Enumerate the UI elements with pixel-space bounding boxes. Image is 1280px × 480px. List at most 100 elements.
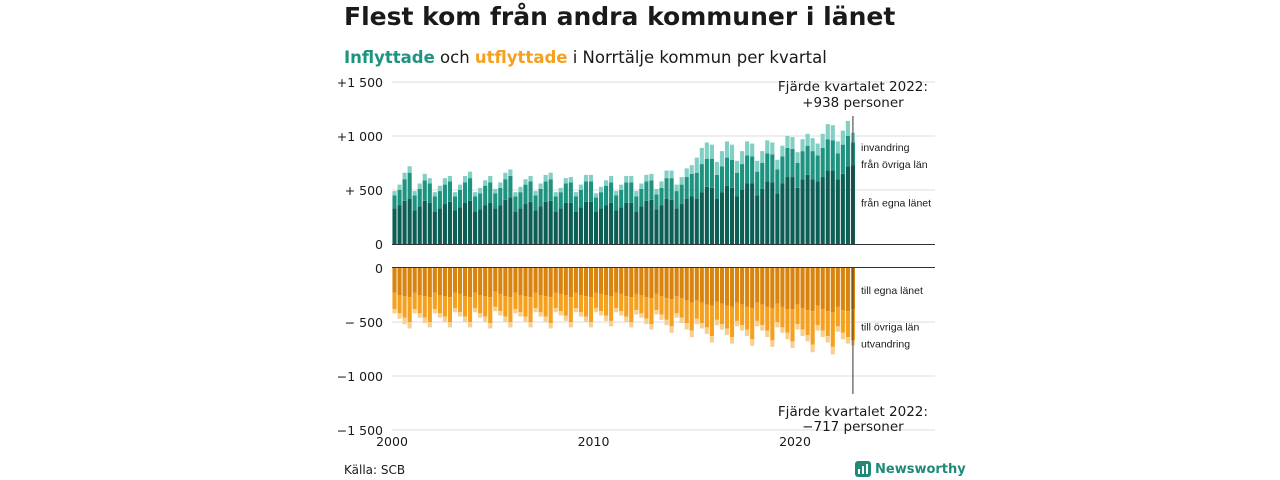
bar-out-emigration [674,313,679,318]
bar-out-own-county [417,268,422,295]
brand-name: Newsworthy [875,461,966,477]
bar-out-emigration [780,327,785,333]
bar-in-other-county [624,182,629,203]
bar-out-other-county [664,298,669,320]
bar-out-other-county [478,295,483,314]
bar-out-other-county [447,297,452,322]
bar-out-other-county [790,309,795,342]
bar-out-emigration [689,330,694,338]
x-tick-label: 2000 [376,434,408,449]
bar-in-other-county [840,144,845,174]
series-label: från egna länet [861,197,931,209]
bar-in-other-county [830,140,835,171]
bar-out-own-county [558,268,563,294]
bar-in-own-county [649,199,654,244]
bar-in-immigration [790,137,795,149]
bar-out-other-county [568,297,573,322]
bar-out-own-county [714,268,719,302]
bar-in-own-county [568,202,573,244]
bar-out-other-county [407,297,412,322]
bar-out-other-county [518,295,523,313]
bar-in-own-county [619,207,624,244]
bar-in-own-county [604,205,609,244]
bar-out-emigration [845,337,850,344]
bar-in-own-county [598,208,604,244]
bar-out-other-county [684,300,689,324]
bar-out-other-county [553,292,558,308]
bar-out-other-county [689,302,694,331]
bar-out-other-county [442,296,447,317]
bar-out-own-county [669,268,674,300]
bar-in-immigration [609,175,614,183]
bar-in-other-county [790,148,795,178]
bar-in-own-county [770,182,775,244]
bar-in-own-county [694,198,699,244]
bar-out-other-county [805,310,810,335]
bar-out-other-county [528,297,533,322]
bar-out-emigration [825,336,830,343]
bar-in-other-county [498,187,503,206]
bar-in-other-county [432,196,437,212]
bar-in-own-county [750,183,755,244]
bar-in-immigration [624,175,629,183]
bar-out-other-county [558,293,563,312]
chart-subtitle: Inflyttade och utflyttade i Norrtälje ko… [344,48,827,67]
bar-in-immigration [457,184,463,190]
bar-in-immigration [392,191,397,196]
bar-out-emigration [760,325,765,331]
bar-out-other-county [639,295,644,314]
annotation-top-line1: Fjärde kvartalet 2022: [778,79,928,95]
bar-in-own-county [740,190,745,244]
bar-out-own-county [588,268,594,298]
bar-out-other-county [397,295,402,314]
bar-in-own-county [437,208,442,244]
bar-in-immigration [452,192,458,197]
bar-out-own-county [750,268,755,308]
bar-out-other-county [669,299,674,327]
bar-out-emigration [840,332,845,340]
bar-in-other-county [805,145,810,175]
bar-in-other-county [714,174,719,199]
bar-out-emigration [669,326,674,333]
bar-out-emigration [820,330,825,338]
bar-out-own-county [624,268,629,297]
bar-out-other-county [770,307,775,341]
bar-out-own-county [724,268,730,306]
bar-out-other-county [679,298,684,318]
bar-in-immigration [513,192,518,197]
bar-out-own-county [412,268,417,293]
newsworthy-bar-icon [855,461,871,477]
bar-out-other-county [709,305,714,337]
bar-in-immigration [810,138,815,152]
bar-out-own-county [780,268,785,307]
bar-in-own-county [452,210,458,244]
bar-in-own-county [543,201,548,244]
bar-in-immigration [805,133,810,146]
bar-in-other-county [473,196,478,212]
bar-out-other-county [735,302,740,321]
bar-in-own-county [634,211,639,244]
bar-in-own-county [432,211,437,244]
bar-out-other-county [694,300,699,319]
bar-out-own-county [493,268,498,292]
bar-in-other-county [629,182,634,203]
bar-out-other-county [604,295,609,316]
bar-out-own-county [845,268,850,312]
bar-in-other-county [719,166,725,193]
bar-in-immigration [770,142,775,155]
bar-out-own-county [820,268,825,310]
bar-out-other-county [659,296,664,315]
bar-in-immigration [427,178,432,184]
bar-in-own-county [639,206,644,244]
bar-out-own-county [729,268,735,307]
bar-out-own-county [437,268,442,295]
bar-out-own-county [407,268,412,298]
bar-in-own-county [709,187,714,244]
bar-in-own-county [674,208,679,244]
bar-in-immigration [629,175,634,183]
bar-out-own-county [473,268,478,293]
bar-in-own-county [704,186,709,244]
bar-out-own-county [402,268,407,297]
bar-out-own-county [815,268,820,306]
subtitle-rest: i Norrtälje kommun per kvartal [567,48,827,67]
